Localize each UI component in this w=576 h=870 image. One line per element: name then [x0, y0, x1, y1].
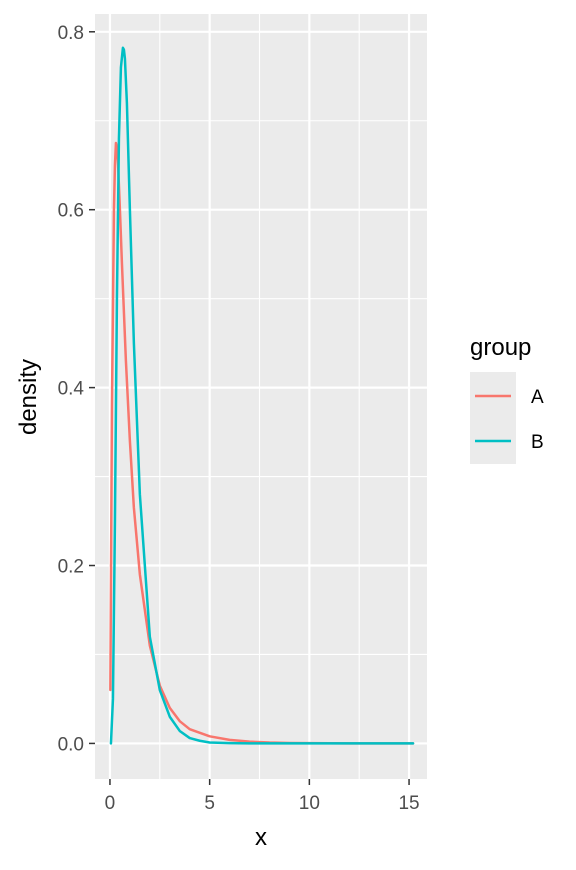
y-tick-label: 0.0 [58, 734, 84, 755]
y-axis-title: density [15, 359, 42, 435]
x-axis: 0 5 10 15 [105, 779, 420, 814]
plot-panel [95, 14, 427, 779]
y-tick-label: 0.8 [58, 23, 84, 44]
series-line-b [109, 46, 415, 745]
minor-grid [95, 14, 427, 779]
x-tick-label: 5 [204, 793, 215, 814]
legend-key-background [470, 372, 516, 464]
x-tick-label: 15 [398, 793, 419, 814]
y-tick-label: 0.4 [58, 379, 85, 400]
y-axis: 0.0 0.2 0.4 0.6 0.8 [58, 23, 95, 755]
major-grid [95, 14, 427, 779]
legend-label-b: B [531, 432, 544, 453]
legend-title: group [470, 334, 531, 361]
legend: group A B [470, 334, 544, 464]
x-axis-title: x [255, 824, 267, 851]
series-lines [109, 46, 415, 745]
x-tick-label: 10 [299, 793, 320, 814]
legend-label-a: A [531, 387, 544, 408]
y-tick-label: 0.6 [58, 201, 84, 222]
y-tick-label: 0.2 [58, 557, 84, 578]
x-tick-label: 0 [105, 793, 116, 814]
